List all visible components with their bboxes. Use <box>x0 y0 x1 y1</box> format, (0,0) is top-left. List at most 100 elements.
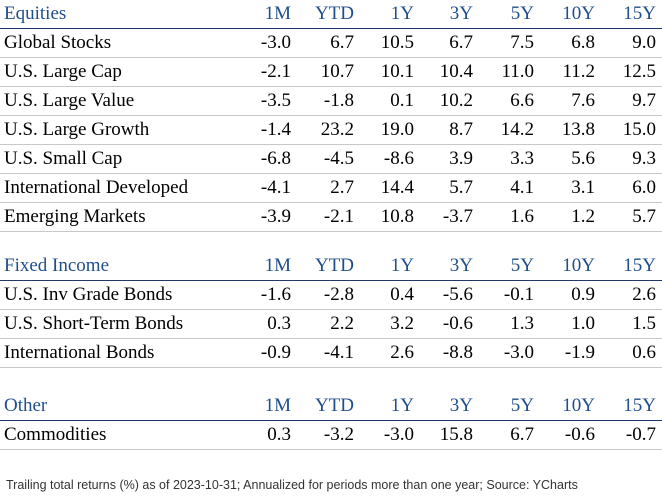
value-cell: 0.4 <box>390 284 414 305</box>
value-cell: -0.1 <box>503 284 534 305</box>
value-cell: 8.7 <box>449 119 473 140</box>
value-cell: 1.0 <box>571 313 595 334</box>
value-cell: 0.3 <box>267 424 291 445</box>
table-row: U.S. Inv Grade Bonds -1.6 -2.8 0.4 -5.6 … <box>0 281 662 310</box>
value-cell: 0.6 <box>632 342 656 363</box>
value-cell: 10.5 <box>380 32 414 53</box>
row-label: Emerging Markets <box>4 206 146 227</box>
column-header-15y: 15Y <box>623 3 656 24</box>
value-cell: -1.8 <box>323 90 354 111</box>
value-cell: -4.1 <box>323 342 354 363</box>
value-cell: 10.4 <box>439 61 473 82</box>
fixed-income-section: Fixed Income 1M YTD 1Y 3Y 5Y 10Y 15Y U.S… <box>0 252 662 368</box>
value-cell: -3.5 <box>260 90 291 111</box>
value-cell: 5.7 <box>449 177 473 198</box>
table-row: U.S. Large Value -3.5 -1.8 0.1 10.2 6.6 … <box>0 87 662 116</box>
value-cell: 13.8 <box>561 119 595 140</box>
value-cell: -8.8 <box>442 342 473 363</box>
value-cell: -0.7 <box>625 424 656 445</box>
value-cell: 11.0 <box>501 61 534 82</box>
value-cell: 5.6 <box>571 148 595 169</box>
value-cell: 10.1 <box>380 61 414 82</box>
value-cell: 7.5 <box>510 32 534 53</box>
value-cell: 1.6 <box>510 206 534 227</box>
value-cell: 10.7 <box>320 61 354 82</box>
value-cell: 6.7 <box>330 32 354 53</box>
value-cell: 10.2 <box>439 90 473 111</box>
value-cell: 10.8 <box>380 206 414 227</box>
table-row: U.S. Large Growth -1.4 23.2 19.0 8.7 14.… <box>0 116 662 145</box>
table-row: U.S. Small Cap -6.8 -4.5 -8.6 3.9 3.3 5.… <box>0 145 662 174</box>
source-footnote: Trailing total returns (%) as of 2023-10… <box>6 478 578 492</box>
value-cell: -3.0 <box>260 32 291 53</box>
table-row: International Bonds -0.9 -4.1 2.6 -8.8 -… <box>0 339 662 368</box>
table-row: Emerging Markets -3.9 -2.1 10.8 -3.7 1.6… <box>0 203 662 232</box>
column-header-1y: 1Y <box>390 395 414 416</box>
value-cell: -2.1 <box>323 206 354 227</box>
row-label: U.S. Small Cap <box>4 148 123 169</box>
value-cell: -3.0 <box>383 424 414 445</box>
equities-section: Equities 1M YTD 1Y 3Y 5Y 10Y 15Y Global … <box>0 0 662 232</box>
row-label: U.S. Large Growth <box>4 119 150 140</box>
value-cell: 2.6 <box>390 342 414 363</box>
row-label: Global Stocks <box>4 32 112 53</box>
column-header-5y: 5Y <box>510 3 534 24</box>
section-title: Equities <box>4 3 67 24</box>
row-label: Commodities <box>4 424 107 445</box>
value-cell: -4.1 <box>260 177 291 198</box>
value-cell: 6.0 <box>632 177 656 198</box>
column-header-15y: 15Y <box>623 395 656 416</box>
value-cell: 2.7 <box>330 177 354 198</box>
value-cell: -5.6 <box>442 284 473 305</box>
value-cell: 23.2 <box>320 119 354 140</box>
other-section: Other 1M YTD 1Y 3Y 5Y 10Y 15Y Commoditie… <box>0 392 662 450</box>
column-header-5y: 5Y <box>510 395 534 416</box>
column-header-1m: 1M <box>264 3 291 24</box>
row-label: International Bonds <box>4 342 155 363</box>
value-cell: -1.6 <box>260 284 291 305</box>
value-cell: -6.8 <box>260 148 291 169</box>
value-cell: -0.6 <box>564 424 595 445</box>
value-cell: 2.6 <box>632 284 656 305</box>
value-cell: -3.7 <box>442 206 473 227</box>
value-cell: 12.5 <box>622 61 656 82</box>
value-cell: -1.9 <box>564 342 595 363</box>
value-cell: 14.2 <box>500 119 534 140</box>
value-cell: 9.0 <box>632 32 656 53</box>
column-header-ytd: YTD <box>314 255 354 276</box>
section-title: Fixed Income <box>4 255 110 276</box>
value-cell: 6.7 <box>510 424 534 445</box>
table-row: U.S. Large Cap -2.1 10.7 10.1 10.4 11.0 … <box>0 58 662 87</box>
row-label: International Developed <box>4 177 189 198</box>
row-label: U.S. Short-Term Bonds <box>4 313 184 334</box>
column-header-ytd: YTD <box>314 395 354 416</box>
value-cell: 6.7 <box>449 32 473 53</box>
value-cell: -0.9 <box>260 342 291 363</box>
column-header-5y: 5Y <box>510 255 534 276</box>
value-cell: 3.9 <box>449 148 473 169</box>
value-cell: 6.6 <box>510 90 534 111</box>
value-cell: 0.1 <box>390 90 414 111</box>
value-cell: 11.2 <box>562 61 595 82</box>
value-cell: 6.8 <box>571 32 595 53</box>
table-row: Commodities 0.3 -3.2 -3.0 15.8 6.7 -0.6 … <box>0 421 662 450</box>
column-header-1y: 1Y <box>390 3 414 24</box>
value-cell: 14.4 <box>380 177 414 198</box>
column-header-10y: 10Y <box>562 3 595 24</box>
value-cell: 1.5 <box>632 313 656 334</box>
column-header-1y: 1Y <box>390 255 414 276</box>
value-cell: 15.8 <box>439 424 473 445</box>
value-cell: -2.1 <box>260 61 291 82</box>
row-label: U.S. Large Cap <box>4 61 122 82</box>
table-row: International Developed -4.1 2.7 14.4 5.… <box>0 174 662 203</box>
column-header-3y: 3Y <box>449 3 473 24</box>
fixed-income-header-row: Fixed Income 1M YTD 1Y 3Y 5Y 10Y 15Y <box>0 252 662 281</box>
value-cell: -3.9 <box>260 206 291 227</box>
column-header-3y: 3Y <box>449 255 473 276</box>
value-cell: 4.1 <box>510 177 534 198</box>
column-header-1m: 1M <box>264 255 291 276</box>
value-cell: -3.2 <box>323 424 354 445</box>
column-header-1m: 1M <box>264 395 291 416</box>
value-cell: -8.6 <box>383 148 414 169</box>
value-cell: 7.6 <box>571 90 595 111</box>
